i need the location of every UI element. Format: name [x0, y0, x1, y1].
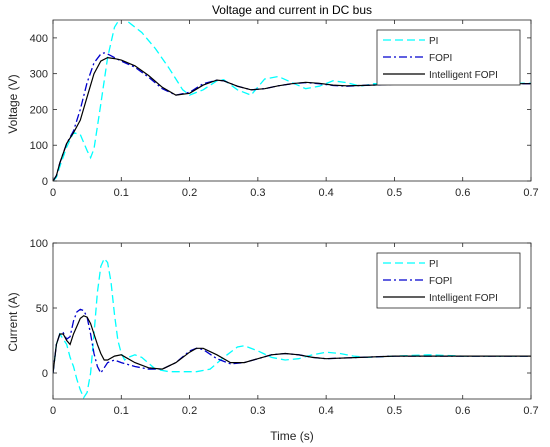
voltage-x-tick-label-5: 0.5 — [387, 187, 402, 199]
current-axes-box — [52, 242, 532, 400]
voltage-plot-title: Voltage and current in DC bus — [212, 3, 372, 17]
voltage-y-axis-label: Voltage (V) — [6, 74, 20, 133]
current-series-line-1 — [53, 257, 531, 399]
current-y-axis-label: Current (A) — [6, 292, 20, 351]
voltage-x-tick-label-3: 0.3 — [250, 187, 265, 199]
current-legend: PI FOPI Intelligent FOPI — [376, 252, 521, 309]
voltage-x-tick-label-4: 0.4 — [318, 187, 333, 199]
current-y-tick-label-0: 0 — [42, 368, 48, 380]
current-series-line-3 — [53, 315, 531, 374]
voltage-x-tick-label-6: 0.6 — [455, 187, 470, 199]
current-y-tick-label-2: 100 — [30, 238, 48, 250]
current-x-tick-label-5: 0.5 — [387, 405, 402, 417]
voltage-y-tick-label-4: 400 — [30, 33, 48, 45]
current-x-tick-label-1: 0.1 — [114, 405, 129, 417]
current-x-tick-label-0: 0 — [50, 405, 56, 417]
voltage-plot: Voltage and current in DC bus Voltage (V… — [6, 3, 539, 199]
voltage-legend-label-3: Intelligent FOPI — [429, 70, 498, 81]
voltage-y-tick-label-2: 200 — [30, 104, 48, 116]
voltage-axes-box — [52, 19, 532, 182]
current-legend-label-1: PI — [429, 259, 438, 270]
current-x-tick-label-4: 0.4 — [318, 405, 333, 417]
voltage-y-tick-label-3: 300 — [30, 69, 48, 81]
current-x-tick-label-6: 0.6 — [455, 405, 470, 417]
voltage-legend-label-2: FOPI — [429, 53, 452, 64]
current-y-tick-label-1: 50 — [36, 303, 48, 315]
voltage-legend: PI FOPI Intelligent FOPI — [376, 29, 521, 86]
current-legend-label-2: FOPI — [429, 276, 452, 287]
voltage-x-tick-label-1: 0.1 — [114, 187, 129, 199]
current-plot: Current (A) Time (s) 0 0.1 0.2 0.3 0.4 0.5 0.6… — [6, 238, 539, 443]
current-x-tick-label-2: 0.2 — [182, 405, 197, 417]
voltage-y-tick-label-0: 0 — [42, 176, 48, 188]
voltage-legend-label-1: PI — [429, 36, 438, 47]
voltage-x-tick-label-2: 0.2 — [182, 187, 197, 199]
voltage-series-line-3 — [53, 56, 531, 181]
current-legend-label-3: Intelligent FOPI — [429, 293, 498, 304]
current-x-tick-label-3: 0.3 — [250, 405, 265, 417]
voltage-x-tick-label-0: 0 — [50, 187, 56, 199]
voltage-y-tick-label-1: 100 — [30, 140, 48, 152]
voltage-x-tick-label-7: 0.7 — [523, 187, 538, 199]
current-x-tick-label-7: 0.7 — [523, 405, 538, 417]
voltage-series-line-1 — [53, 20, 531, 181]
current-x-axis-label: Time (s) — [270, 429, 314, 443]
